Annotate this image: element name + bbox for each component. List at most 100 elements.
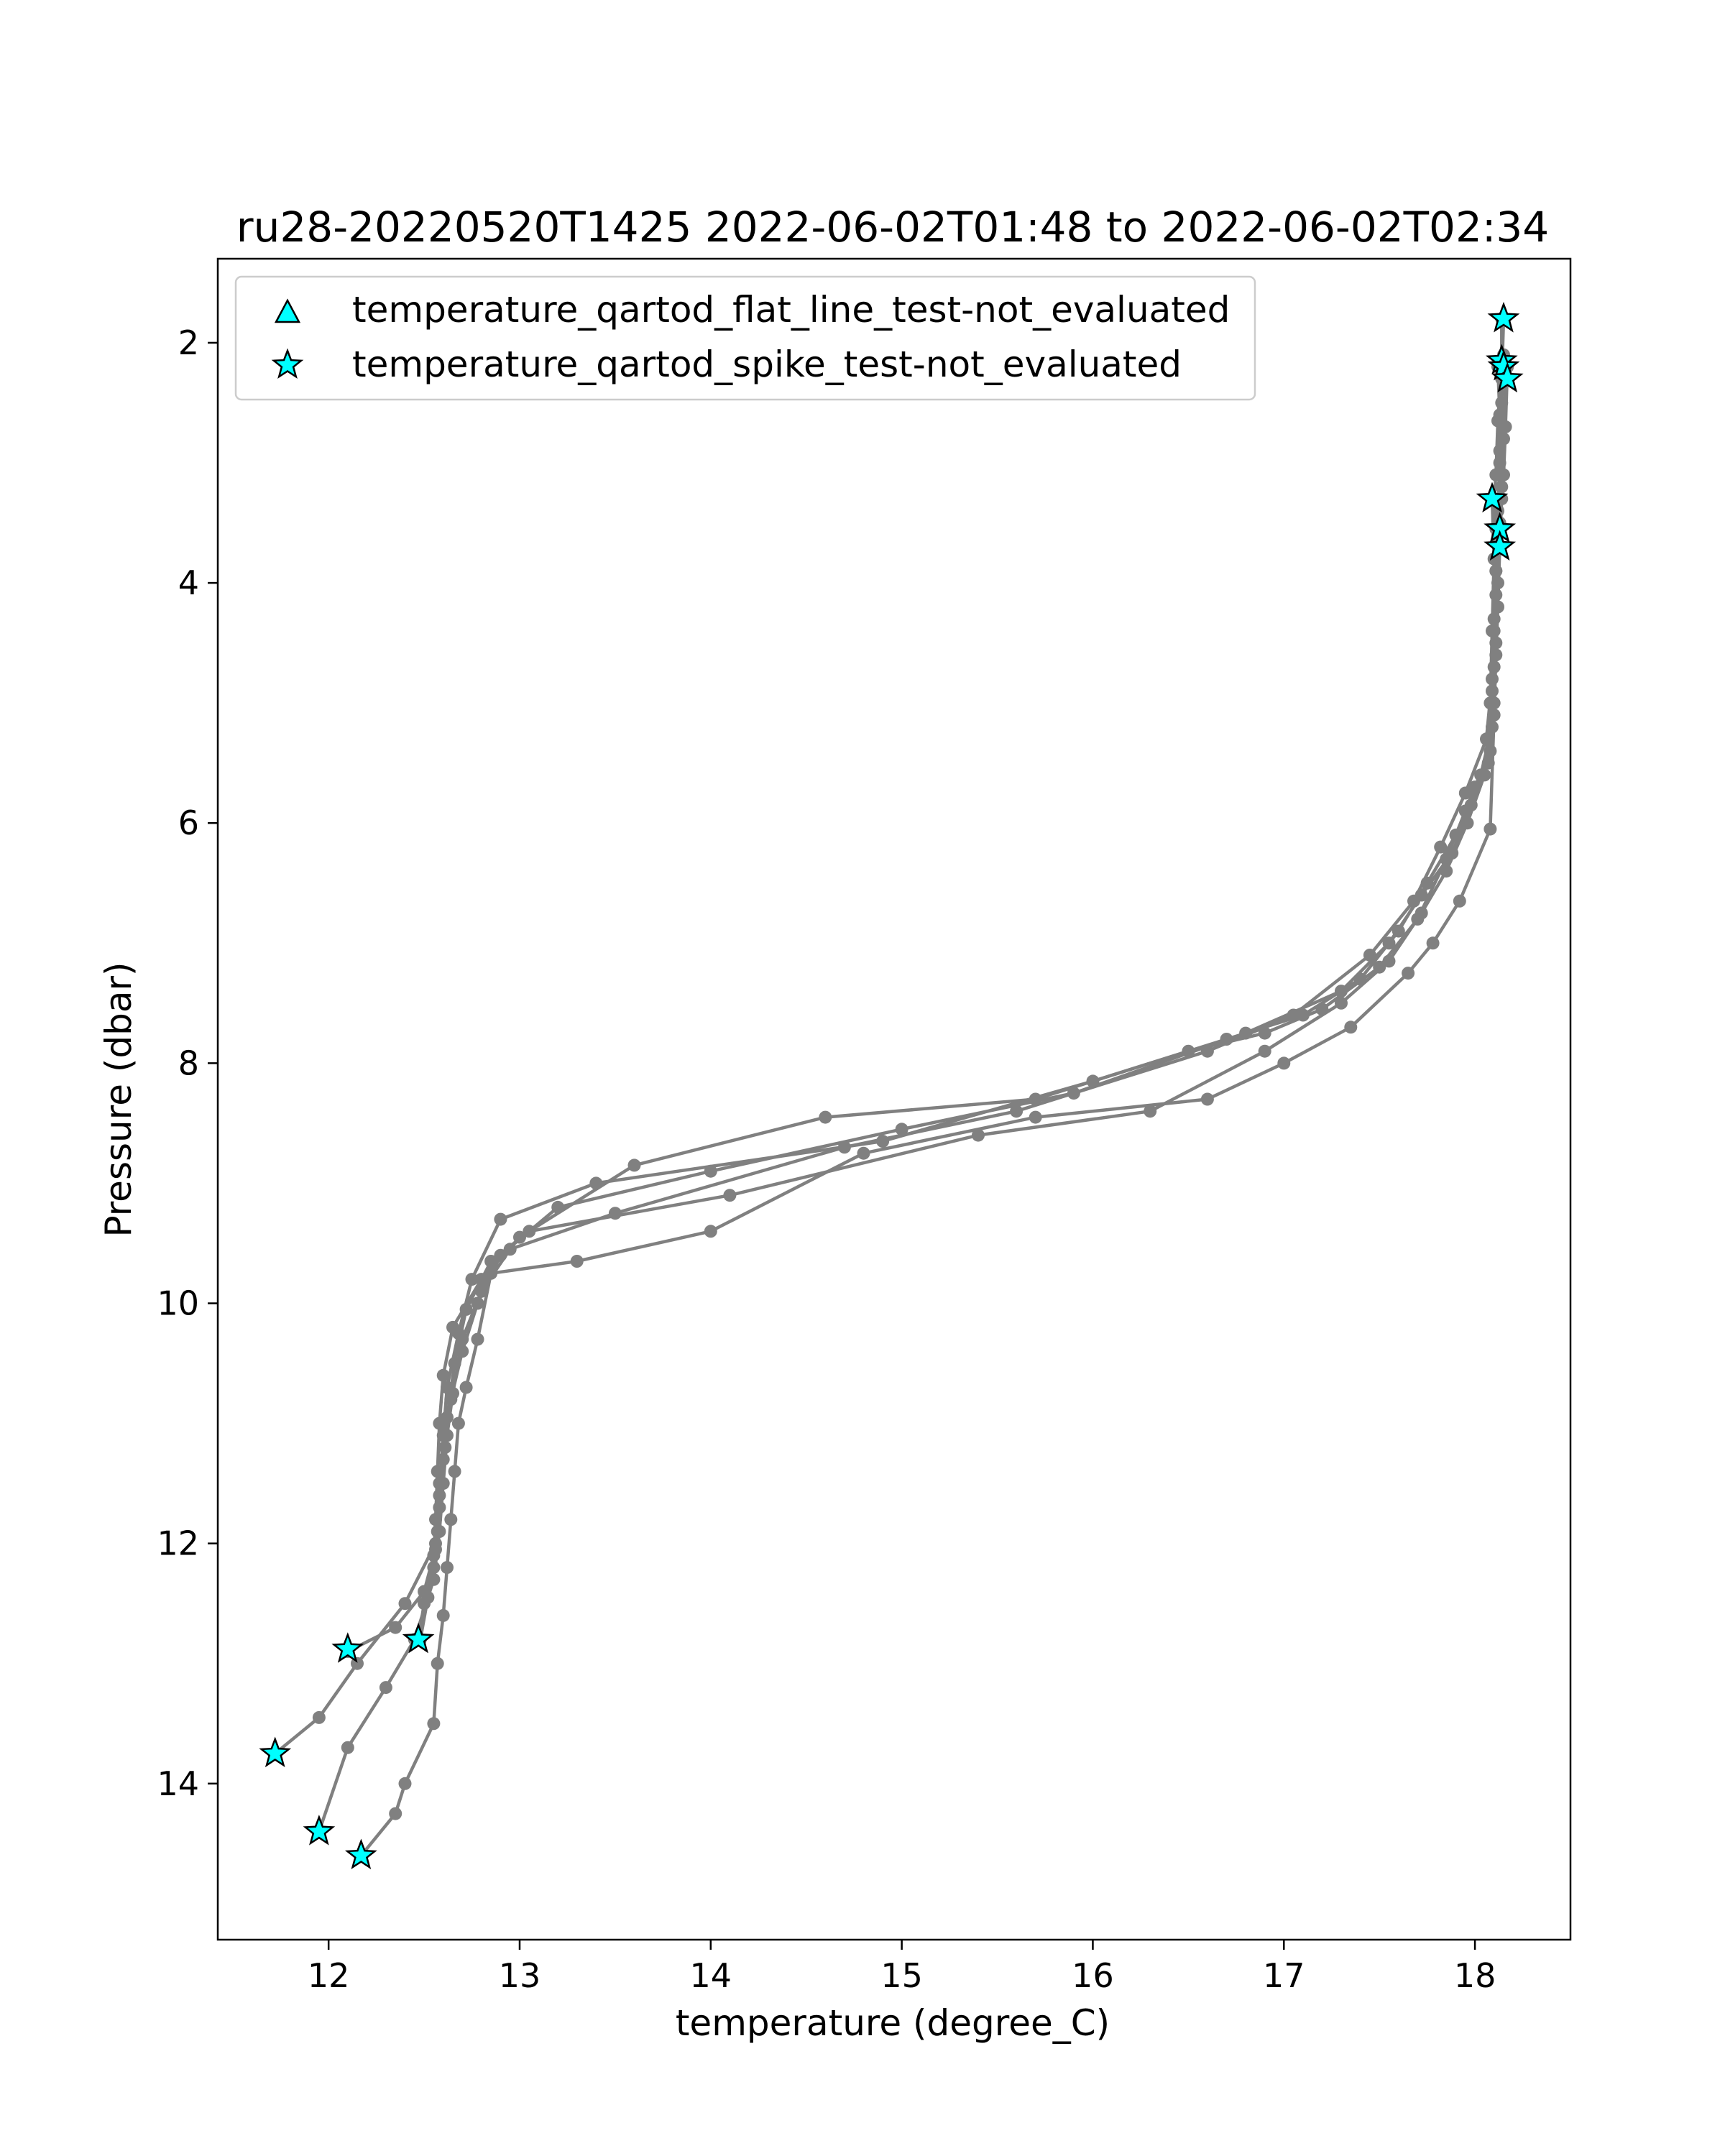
x-axis-label: temperature (degree_C)	[676, 2002, 1110, 2044]
profile-point	[570, 1255, 584, 1268]
y-tick-label: 2	[178, 323, 199, 362]
x-tick-label: 14	[690, 1956, 732, 1995]
spike-flag-marker	[344, 1838, 377, 1870]
profile-point	[1440, 865, 1453, 878]
profile-point	[389, 1621, 402, 1634]
profile-line	[359, 379, 1507, 1857]
profile-point	[819, 1110, 832, 1124]
profile-point	[723, 1189, 737, 1202]
profile-point	[1287, 1008, 1300, 1022]
profile-point	[1335, 996, 1348, 1010]
legend-label-flat-line: temperature_qartod_flat_line_test-not_ev…	[352, 289, 1230, 331]
y-tick-label: 8	[178, 1044, 199, 1082]
spike-flag-marker	[1491, 361, 1524, 393]
profile-point	[1277, 1056, 1291, 1070]
profile-line	[317, 354, 1506, 1833]
profile-point	[389, 1807, 402, 1820]
profile-point	[459, 1381, 473, 1394]
spike-flag-marker	[1484, 530, 1517, 561]
profile-point	[465, 1273, 479, 1286]
profile-point	[523, 1225, 536, 1238]
profile-series	[341, 312, 1510, 1658]
profile-line	[418, 499, 1496, 1640]
profile-point	[1489, 468, 1503, 482]
profile-point	[1382, 954, 1396, 968]
spike-flag-marker	[402, 1622, 435, 1654]
profile-point	[436, 1452, 450, 1466]
profile-point	[421, 1590, 435, 1604]
profile-point	[484, 1255, 498, 1268]
y-axis: 2 4 6 8 10 12 14	[157, 323, 218, 1803]
profile-point	[837, 1141, 851, 1154]
profile-point	[448, 1465, 461, 1478]
profile-point	[1478, 768, 1491, 782]
legend-triangle-marker	[274, 298, 301, 323]
profile-point	[451, 1416, 465, 1430]
profile-point	[398, 1777, 412, 1790]
profile-point	[704, 1225, 717, 1238]
x-tick-label: 13	[499, 1956, 541, 1995]
profile-point	[436, 1368, 450, 1382]
spike-flag-marker	[1487, 301, 1520, 333]
profile-point	[1258, 1044, 1271, 1058]
legend-star-marker	[271, 348, 304, 379]
profile-point	[1426, 936, 1440, 950]
profile-point	[1200, 1092, 1214, 1106]
chart-title: ru28-20220520T1425 2022-06-02T01:48 to 2…	[236, 203, 1549, 252]
profile-point	[398, 1597, 412, 1611]
profile-point	[448, 1357, 461, 1370]
profile-point	[494, 1212, 507, 1226]
profile-point	[1010, 1105, 1024, 1118]
profile-point	[1484, 822, 1497, 836]
profile-point	[341, 1741, 354, 1754]
x-tick-label: 15	[880, 1956, 923, 1995]
profile-point	[441, 1411, 454, 1424]
profile-point	[1363, 949, 1376, 962]
profile-point	[503, 1243, 517, 1256]
y-tick-label: 6	[178, 803, 199, 842]
profile-series	[413, 492, 1501, 1646]
profile-series	[354, 372, 1512, 1862]
x-tick-label: 18	[1454, 1956, 1496, 1995]
spike-flag-marker	[1476, 482, 1509, 513]
spike-flag-marker	[303, 1815, 336, 1846]
profile-point	[704, 1164, 717, 1178]
profile-point	[1484, 696, 1497, 710]
y-tick-label: 12	[157, 1524, 199, 1563]
profile-point	[895, 1123, 908, 1136]
profile-point	[459, 1302, 473, 1316]
profile-point	[1200, 1044, 1214, 1058]
profile-point	[1491, 414, 1504, 428]
legend: temperature_qartod_flat_line_test-not_ev…	[234, 275, 1256, 401]
profile-point	[1414, 906, 1428, 920]
profile-point	[1029, 1110, 1042, 1124]
legend-label-spike: temperature_qartod_spike_test-not_evalua…	[352, 344, 1182, 385]
profile-point	[444, 1513, 458, 1526]
profile-point	[1491, 600, 1504, 614]
profile-point	[1497, 432, 1510, 446]
x-tick-label: 17	[1263, 1956, 1305, 1995]
profile-point	[1458, 786, 1472, 800]
y-axis-label: Pressure (dbar)	[98, 962, 139, 1237]
profile-line	[274, 367, 1509, 1755]
profile-point	[1407, 894, 1420, 908]
spike-test-flags	[259, 301, 1524, 1870]
profile-point	[433, 1501, 446, 1514]
spike-flag-marker	[331, 1632, 364, 1663]
legend-box	[234, 275, 1256, 401]
profile-series	[312, 348, 1510, 1838]
profile-point	[436, 1608, 450, 1622]
profile-point	[1460, 816, 1474, 830]
profile-point	[379, 1681, 392, 1695]
profile-point	[441, 1561, 454, 1575]
x-tick-label: 16	[1072, 1956, 1114, 1995]
profile-point	[1434, 840, 1448, 854]
profile-point	[551, 1200, 565, 1214]
spike-flag-marker	[259, 1736, 292, 1768]
profile-point	[429, 1543, 442, 1556]
y-tick-label: 4	[178, 563, 199, 602]
profile-point	[1382, 936, 1396, 950]
y-tick-label: 14	[157, 1764, 199, 1803]
profile-point	[1344, 1021, 1358, 1034]
